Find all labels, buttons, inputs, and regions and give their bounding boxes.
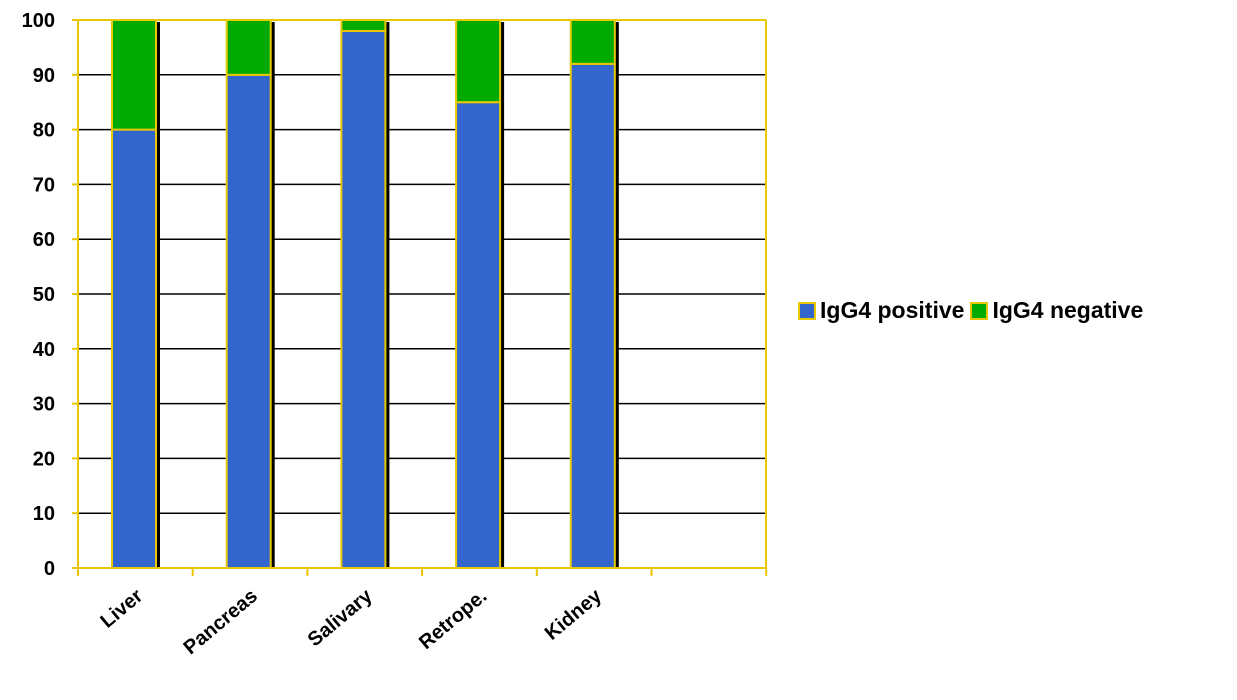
x-axis-ticks: Liver Pancreas Salivary Retrope. Kidney [77, 568, 768, 659]
bar-shadow [270, 22, 275, 568]
bar-igg4-negative-liver [111, 19, 157, 131]
legend-label-igg4-positive: IgG4 positive [820, 297, 965, 323]
y-tick-label: 10 [33, 503, 55, 525]
legend-swatch-igg4-positive [798, 301, 816, 320]
y-tick-label: 0 [44, 558, 55, 580]
bar-igg4-positive-salivary [340, 29, 387, 569]
y-tick-label: 40 [33, 339, 55, 361]
y-tick-label: 70 [33, 174, 55, 196]
x-tick-label: Pancreas [180, 585, 262, 659]
x-tick-label: Liver [96, 585, 147, 633]
y-tick-label: 50 [33, 284, 55, 306]
x-tick-label: Kidney [541, 584, 607, 644]
y-tick-label: 20 [33, 448, 55, 470]
y-tick-label: 30 [33, 394, 55, 416]
gridlines [78, 74, 766, 514]
legend: IgG4 positive IgG4 negative [798, 297, 1149, 324]
y-axis-ticks: 0 10 20 30 40 50 60 70 80 90 100 [22, 10, 78, 580]
y-tick-label: 100 [22, 10, 55, 32]
x-tick-label: Retrope. [415, 585, 491, 654]
legend-item-igg4-positive: IgG4 positive [798, 297, 964, 324]
bar-shadow [500, 22, 505, 568]
bar-igg4-positive-kidney [569, 62, 616, 570]
bar-igg4-positive-pancreas [225, 73, 272, 570]
bar-igg4-negative-pancreas [225, 19, 272, 76]
bars [111, 19, 619, 570]
y-tick-label: 60 [33, 229, 55, 251]
x-tick-label: Salivary [304, 584, 378, 651]
bar-shadow [385, 22, 390, 568]
bar-shadow [156, 22, 160, 568]
y-tick-label: 90 [33, 65, 55, 87]
legend-swatch-igg4-negative [970, 301, 989, 320]
y-tick-label: 80 [33, 120, 55, 142]
legend-item-igg4-negative: IgG4 negative [970, 297, 1143, 324]
bar-igg4-negative-salivary [340, 19, 387, 32]
bar-igg4-negative-retrope [455, 19, 502, 104]
legend-label-igg4-negative: IgG4 negative [992, 297, 1144, 323]
bar-igg4-negative-kidney [569, 19, 616, 65]
bar-shadow [614, 22, 619, 568]
bar-igg4-positive-retrope [455, 101, 502, 569]
bar-igg4-positive-liver [111, 128, 157, 569]
